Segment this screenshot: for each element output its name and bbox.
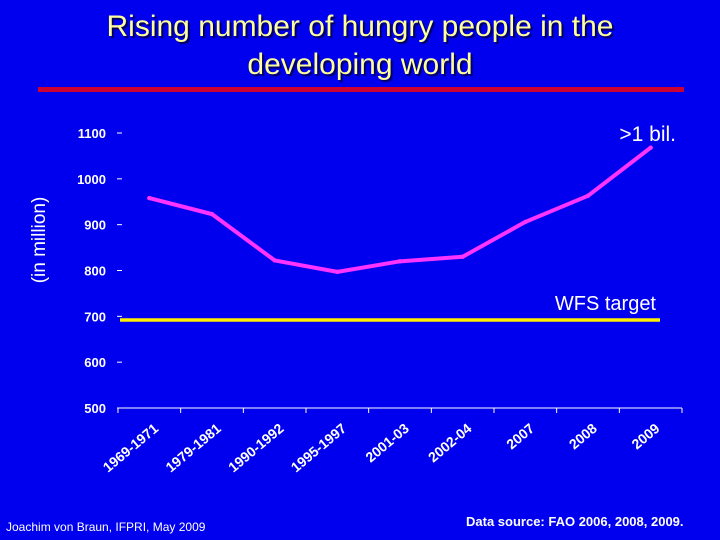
annotations: >1 bil. bbox=[619, 123, 676, 146]
data-point-2002-04 bbox=[460, 254, 465, 259]
x-tick-label-2009: 2009 bbox=[628, 420, 662, 452]
x-tick-label-2002-04: 2002-04 bbox=[425, 420, 475, 465]
title-underline bbox=[38, 87, 684, 92]
y-ticks: 500 600 700 800 900 1000 1100 bbox=[77, 126, 122, 416]
x-tick-label-2001-03: 2001-03 bbox=[362, 420, 412, 465]
title-line-1: Rising number of hungry people in the bbox=[106, 10, 614, 43]
series-group bbox=[147, 145, 653, 275]
data-point-1990-1992 bbox=[272, 258, 277, 263]
data-point-1969-1971 bbox=[147, 195, 152, 201]
x-tick-label-1995-1997: 1995-1997 bbox=[288, 420, 350, 475]
data-point-1979-1981 bbox=[209, 211, 215, 217]
data-point-1995-1997 bbox=[335, 269, 340, 275]
target-line-group: WFS target bbox=[120, 293, 660, 322]
data-point-2008 bbox=[585, 193, 591, 198]
y-tick-label-700: 700 bbox=[84, 309, 106, 324]
x-tick-label-1990-1992: 1990-1992 bbox=[225, 420, 287, 475]
page-title: Rising number of hungry people in the de… bbox=[0, 8, 720, 84]
x-tick-label-1979-1981: 1979-1981 bbox=[162, 420, 224, 475]
y-tick-label-900: 900 bbox=[84, 218, 106, 233]
x-tick-label-1969-1971: 1969-1971 bbox=[100, 420, 162, 475]
footer-credit: Joachim von Braun, IFPRI, May 2009 bbox=[6, 520, 206, 534]
y-tick-label-1000: 1000 bbox=[77, 172, 106, 187]
annotation-over-1-billion: >1 bil. bbox=[619, 123, 676, 146]
y-tick-label-600: 600 bbox=[84, 355, 106, 370]
y-tick-label-1100: 1100 bbox=[78, 126, 106, 141]
title-line-2: developing world bbox=[247, 48, 473, 81]
y-tick-label-800: 800 bbox=[84, 264, 106, 279]
data-point-2001-03 bbox=[397, 259, 403, 264]
x-ticks: 1969-1971 1979-1981 1990-1992 1995-1997 2001… bbox=[100, 408, 683, 475]
x-tick-label-2007: 2007 bbox=[503, 420, 537, 452]
y-tick-label-500: 500 bbox=[84, 401, 106, 416]
target-label: WFS target bbox=[555, 293, 657, 315]
footer-source: Data source: FAO 2006, 2008, 2009. bbox=[466, 514, 684, 529]
x-tick-label-2008: 2008 bbox=[566, 420, 600, 452]
data-point-2007 bbox=[523, 219, 528, 225]
data-point-2009 bbox=[648, 145, 653, 150]
series-line-0 bbox=[147, 145, 653, 274]
